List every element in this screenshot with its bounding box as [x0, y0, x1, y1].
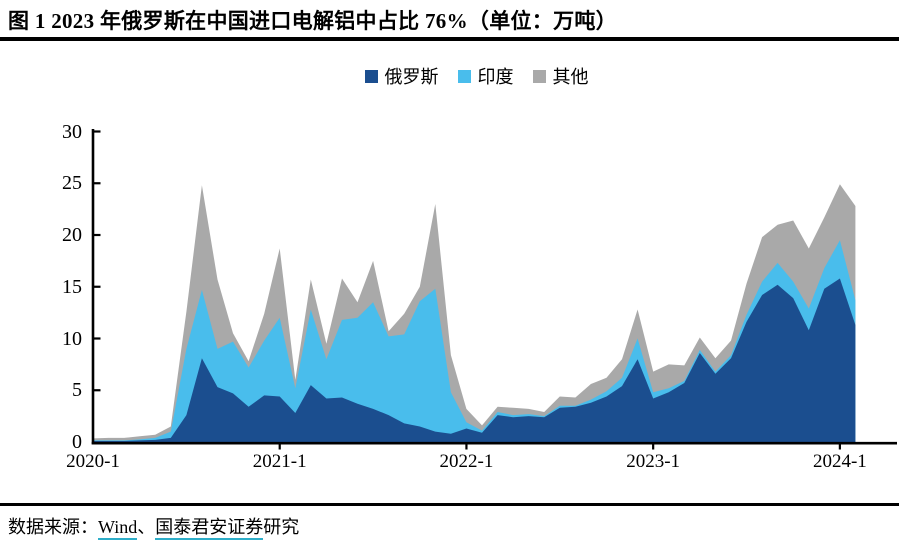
source-prefix: 数据来源：: [8, 517, 98, 537]
legend-item-russia: 俄罗斯: [364, 63, 439, 89]
x-tick-label: 2021-1: [252, 451, 307, 472]
page-title: 图 1 2023 年俄罗斯在中国进口电解铝中占比 76%（单位：万吨）: [8, 9, 617, 33]
y-tick-label: 30: [62, 120, 82, 143]
legend-label-russia: 俄罗斯: [384, 67, 439, 87]
source-link-gtja[interactable]: 国泰君安证券: [155, 517, 264, 540]
legend-label-india: 印度: [477, 67, 514, 87]
y-tick-label: 5: [72, 379, 82, 402]
legend-label-others: 其他: [552, 67, 589, 87]
legend-item-others: 其他: [532, 63, 589, 89]
source-suffix: 研究: [263, 517, 300, 537]
y-tick-label: 25: [62, 172, 82, 195]
y-tick-label: 0: [72, 431, 82, 453]
x-tick-label: 2022-1: [439, 451, 494, 472]
title-rule: [0, 37, 899, 41]
y-tick-label: 15: [62, 275, 82, 298]
source-link-wind[interactable]: Wind: [98, 517, 138, 540]
footer-rule: [0, 503, 899, 506]
legend-swatch-india: [457, 69, 471, 83]
area-russia: [93, 278, 856, 442]
source-separator: 、: [137, 517, 156, 537]
chart-legend: 俄罗斯 印度 其他: [27, 63, 899, 89]
x-tick-label: 2023-1: [626, 451, 681, 472]
x-tick-label: 2020-1: [66, 451, 120, 472]
area-india: [93, 240, 856, 442]
data-source: 数据来源：Wind、国泰君安证券研究: [8, 513, 300, 540]
legend-item-india: 印度: [457, 63, 514, 89]
x-tick-label: 2024-1: [812, 451, 867, 472]
y-tick-label: 20: [62, 224, 82, 246]
y-tick-label: 10: [62, 327, 82, 350]
legend-swatch-russia: [364, 69, 378, 83]
legend-swatch-others: [532, 69, 546, 83]
